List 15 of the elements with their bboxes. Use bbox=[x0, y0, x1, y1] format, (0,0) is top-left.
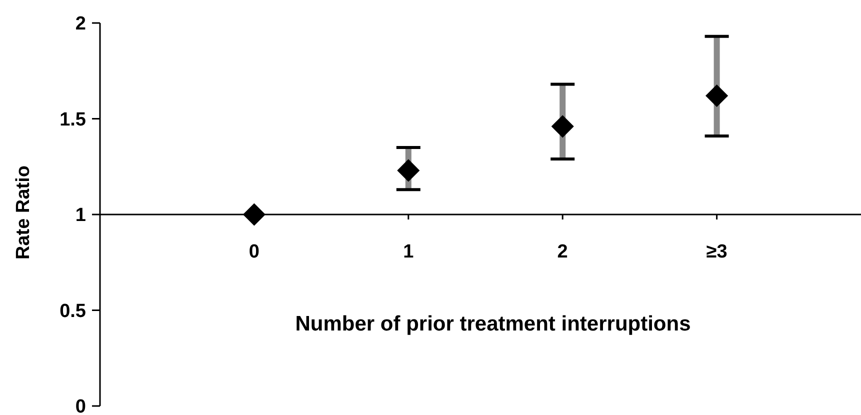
y-tick-label: 2 bbox=[75, 14, 86, 35]
point bbox=[706, 84, 728, 108]
x-tick-label: 2 bbox=[557, 242, 568, 262]
y-axis-title: Rate Ratio bbox=[13, 166, 34, 260]
y-tick-label: 0.5 bbox=[60, 300, 86, 322]
x-axis-title: Number of prior treatment interruptions bbox=[295, 312, 691, 336]
x-tick-label: 0 bbox=[248, 242, 260, 262]
y-tick-label: 1.5 bbox=[60, 109, 86, 130]
x-tick-label: ≥3 bbox=[706, 242, 728, 262]
point bbox=[242, 203, 266, 226]
point bbox=[397, 159, 420, 182]
y-tick-label: 0 bbox=[75, 396, 86, 415]
y-tick-label: 1 bbox=[75, 205, 86, 226]
x-tick-label: 1 bbox=[403, 242, 414, 262]
point bbox=[551, 115, 574, 138]
